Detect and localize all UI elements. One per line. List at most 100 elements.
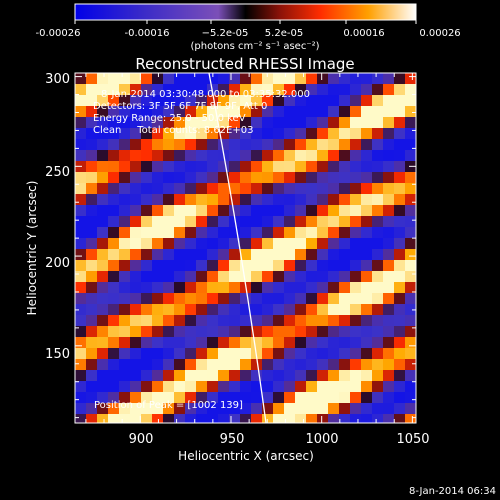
image-pixel: [75, 337, 87, 349]
image-pixel: [141, 392, 153, 404]
image-pixel: [306, 403, 318, 415]
image-pixel: [372, 315, 384, 327]
image-pixel: [361, 95, 373, 107]
image-pixel: [141, 227, 153, 239]
image-pixel: [306, 304, 318, 316]
image-pixel: [86, 392, 98, 404]
image-pixel: [383, 414, 395, 423]
image-pixel: [262, 293, 274, 305]
image-pixel: [372, 150, 384, 162]
image-pixel: [306, 205, 318, 217]
image-pixel: [350, 128, 362, 140]
image-pixel: [174, 95, 186, 107]
image-pixel: [328, 216, 340, 228]
image-pixel: [207, 271, 219, 283]
reconstructed-image: [75, 73, 416, 423]
image-pixel: [284, 370, 296, 382]
image-pixel: [185, 370, 197, 382]
image-pixel: [86, 304, 98, 316]
image-pixel: [108, 172, 120, 184]
image-pixel: [383, 183, 395, 195]
image-pixel: [251, 117, 263, 129]
image-pixel: [119, 117, 131, 129]
image-pixel: [350, 315, 362, 327]
image-pixel: [152, 227, 164, 239]
image-pixel: [75, 282, 87, 294]
image-pixel: [185, 183, 197, 195]
image-pixel: [405, 359, 416, 371]
image-pixel: [306, 161, 318, 173]
image-pixel: [350, 194, 362, 206]
image-pixel: [405, 139, 416, 151]
image-pixel: [75, 194, 87, 206]
image-pixel: [394, 381, 406, 393]
image-pixel: [262, 271, 274, 283]
image-pixel: [251, 194, 263, 206]
image-pixel: [240, 249, 252, 261]
image-pixel: [141, 73, 153, 85]
image-pixel: [75, 414, 87, 423]
image-pixel: [262, 216, 274, 228]
image-pixel: [295, 249, 307, 261]
image-pixel: [75, 392, 87, 404]
image-pixel: [141, 172, 153, 184]
image-pixel: [152, 293, 164, 305]
image-pixel: [240, 73, 252, 85]
image-pixel: [108, 205, 120, 217]
image-pixel: [163, 227, 175, 239]
image-pixel: [119, 348, 131, 360]
image-pixel: [86, 106, 98, 118]
image-pixel: [185, 194, 197, 206]
image-pixel: [229, 260, 241, 272]
image-pixel: [394, 249, 406, 261]
image-pixel: [284, 337, 296, 349]
image-pixel: [185, 359, 197, 371]
image-pixel: [185, 128, 197, 140]
image-pixel: [119, 381, 131, 393]
image-pixel: [328, 73, 340, 85]
image-pixel: [350, 172, 362, 184]
image-pixel: [196, 271, 208, 283]
image-pixel: [185, 216, 197, 228]
image-pixel: [163, 403, 175, 415]
image-pixel: [262, 117, 274, 129]
image-pixel: [97, 370, 109, 382]
image-pixel: [350, 271, 362, 283]
image-pixel: [405, 414, 416, 423]
image-pixel: [108, 139, 120, 151]
image-pixel: [328, 205, 340, 217]
image-pixel: [218, 73, 230, 85]
image-pixel: [185, 403, 197, 415]
image-pixel: [163, 84, 175, 96]
image-pixel: [251, 161, 263, 173]
image-pixel: [383, 172, 395, 184]
image-pixel: [328, 117, 340, 129]
image-pixel: [75, 260, 87, 272]
image-pixel: [174, 128, 186, 140]
image-pixel: [372, 95, 384, 107]
image-pixel: [394, 106, 406, 118]
image-pixel: [306, 216, 318, 228]
image-pixel: [207, 370, 219, 382]
image-pixel: [108, 183, 120, 195]
image-pixel: [350, 238, 362, 250]
image-pixel: [163, 117, 175, 129]
image-pixel: [119, 139, 131, 151]
image-pixel: [328, 150, 340, 162]
image-pixel: [328, 326, 340, 338]
image-pixel: [130, 370, 142, 382]
image-pixel: [383, 304, 395, 316]
image-pixel: [141, 249, 153, 261]
image-pixel: [152, 403, 164, 415]
image-pixel: [152, 414, 164, 423]
image-pixel: [361, 337, 373, 349]
image-pixel: [328, 414, 340, 423]
image-pixel: [273, 414, 285, 423]
image-pixel: [75, 271, 87, 283]
image-pixel: [405, 304, 416, 316]
image-pixel: [174, 249, 186, 261]
image-pixel: [284, 392, 296, 404]
image-pixel: [240, 260, 252, 272]
image-pixel: [273, 359, 285, 371]
